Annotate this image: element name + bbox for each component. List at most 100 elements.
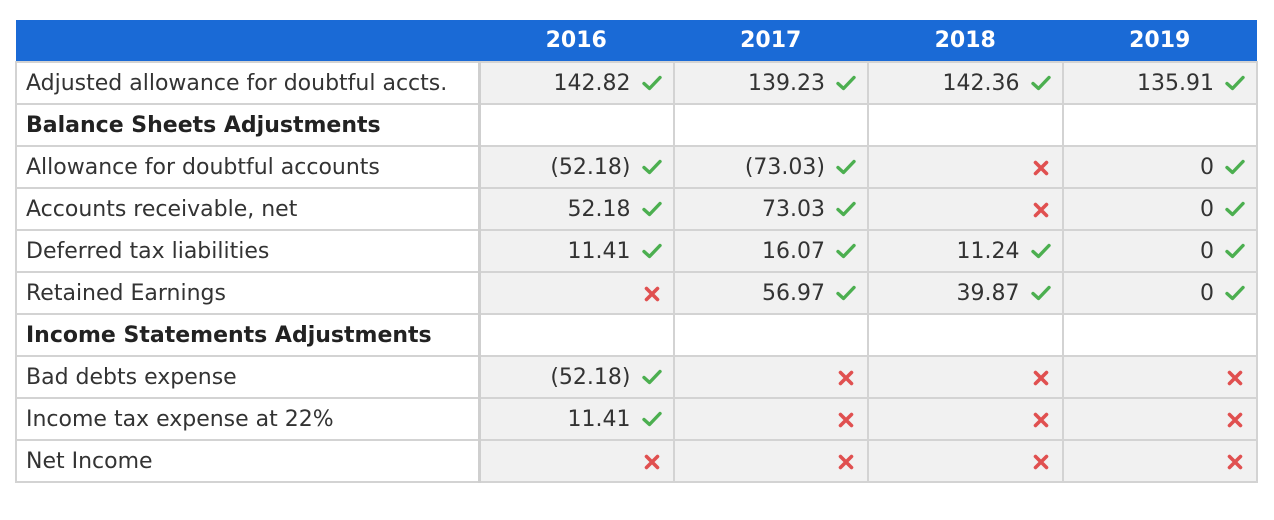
value-cell-2017[interactable] bbox=[672, 397, 869, 441]
value-cell-2019[interactable] bbox=[1061, 313, 1258, 357]
value-cell-2016[interactable] bbox=[478, 439, 675, 483]
check-icon bbox=[1224, 285, 1246, 301]
section-header-row: Balance Sheets Adjustments bbox=[15, 103, 1258, 147]
cell-value: (52.18) bbox=[550, 364, 631, 390]
row-label: Retained Earnings bbox=[15, 271, 481, 315]
cell-value: 0 bbox=[1200, 196, 1214, 222]
cross-icon bbox=[1030, 202, 1052, 218]
cell-value: 0 bbox=[1200, 154, 1214, 180]
row-label: Net Income bbox=[15, 439, 481, 483]
cross-icon bbox=[835, 412, 857, 428]
check-icon bbox=[1030, 285, 1052, 301]
value-cell-2018[interactable] bbox=[867, 397, 1064, 441]
table-body: Adjusted allowance for doubtful accts. 14… bbox=[15, 61, 1258, 483]
value-cell-2017[interactable] bbox=[672, 439, 869, 483]
value-cell-2018[interactable]: 11.24 bbox=[867, 229, 1064, 273]
check-icon bbox=[1030, 243, 1052, 259]
check-icon bbox=[835, 243, 857, 259]
value-cell-2018[interactable] bbox=[867, 187, 1064, 231]
value-cell-2018[interactable] bbox=[867, 355, 1064, 399]
value-cell-2018[interactable]: 142.36 bbox=[867, 61, 1064, 105]
cell-value: 139.23 bbox=[748, 70, 825, 96]
cross-icon bbox=[1030, 454, 1052, 470]
value-cell-2018[interactable]: 39.87 bbox=[867, 271, 1064, 315]
value-cell-2019[interactable]: 0 bbox=[1061, 187, 1258, 231]
row-label: Bad debts expense bbox=[15, 355, 481, 399]
value-cell-2016[interactable]: (52.18) bbox=[478, 355, 675, 399]
section-title: Income Statements Adjustments bbox=[15, 313, 481, 357]
value-cell-2018[interactable] bbox=[867, 103, 1064, 147]
check-icon bbox=[835, 201, 857, 217]
value-cell-2019[interactable]: 0 bbox=[1061, 271, 1258, 315]
cell-value: 11.41 bbox=[567, 406, 631, 432]
cross-icon bbox=[1030, 370, 1052, 386]
cell-value: 135.91 bbox=[1137, 70, 1214, 96]
table-row: Retained Earnings 56.97 39.87 0 bbox=[15, 271, 1258, 315]
value-cell-2016[interactable] bbox=[478, 103, 675, 147]
value-cell-2017[interactable]: (73.03) bbox=[672, 145, 869, 189]
table-row: Bad debts expense (52.18) bbox=[15, 355, 1258, 399]
value-cell-2017[interactable]: 16.07 bbox=[672, 229, 869, 273]
cell-value: 142.36 bbox=[942, 70, 1020, 96]
section-title: Balance Sheets Adjustments bbox=[15, 103, 481, 147]
check-icon bbox=[641, 243, 663, 259]
value-cell-2016[interactable] bbox=[478, 313, 675, 357]
check-icon bbox=[641, 411, 663, 427]
value-cell-2019[interactable]: 135.91 bbox=[1061, 61, 1258, 105]
value-cell-2018[interactable] bbox=[867, 313, 1064, 357]
value-cell-2017[interactable]: 73.03 bbox=[672, 187, 869, 231]
value-cell-2016[interactable]: 11.41 bbox=[478, 397, 675, 441]
check-icon bbox=[835, 285, 857, 301]
value-cell-2019[interactable] bbox=[1061, 355, 1258, 399]
value-cell-2016[interactable]: (52.18) bbox=[478, 145, 675, 189]
cross-icon bbox=[641, 286, 663, 302]
value-cell-2019[interactable]: 0 bbox=[1061, 229, 1258, 273]
value-cell-2019[interactable]: 0 bbox=[1061, 145, 1258, 189]
row-label: Deferred tax liabilities bbox=[15, 229, 481, 273]
table-row: Allowance for doubtful accounts (52.18) (7… bbox=[15, 145, 1258, 189]
cross-icon bbox=[1030, 412, 1052, 428]
value-cell-2016[interactable]: 142.82 bbox=[478, 61, 675, 105]
value-cell-2016[interactable] bbox=[478, 271, 675, 315]
table-row: Net Income bbox=[15, 439, 1258, 483]
value-cell-2019[interactable] bbox=[1061, 103, 1258, 147]
value-cell-2019[interactable] bbox=[1061, 439, 1258, 483]
table-header: 2016 2017 2018 2019 bbox=[16, 20, 1257, 62]
table-row: Deferred tax liabilities 11.41 16.07 11.24 0 bbox=[15, 229, 1258, 273]
value-cell-2019[interactable] bbox=[1061, 397, 1258, 441]
cell-value: 0 bbox=[1200, 238, 1214, 264]
table-row: Accounts receivable, net 52.18 73.03 0 bbox=[15, 187, 1258, 231]
header-year-2019: 2019 bbox=[1062, 20, 1257, 62]
table-row: Income tax expense at 22% 11.41 bbox=[15, 397, 1258, 441]
header-year-2016: 2016 bbox=[479, 20, 674, 62]
header-row: 2016 2017 2018 2019 bbox=[16, 20, 1257, 62]
cell-value: 39.87 bbox=[956, 280, 1020, 306]
value-cell-2017[interactable]: 56.97 bbox=[672, 271, 869, 315]
cell-value: 0 bbox=[1200, 280, 1214, 306]
check-icon bbox=[641, 75, 663, 91]
cell-value: 73.03 bbox=[762, 196, 825, 222]
cell-value: 16.07 bbox=[762, 238, 825, 264]
value-cell-2017[interactable] bbox=[672, 313, 869, 357]
section-header-row: Income Statements Adjustments bbox=[15, 313, 1258, 357]
value-cell-2017[interactable] bbox=[672, 355, 869, 399]
value-cell-2017[interactable] bbox=[672, 103, 869, 147]
row-label: Income tax expense at 22% bbox=[15, 397, 481, 441]
cross-icon bbox=[835, 454, 857, 470]
check-icon bbox=[1224, 75, 1246, 91]
cell-value: 52.18 bbox=[567, 196, 631, 222]
check-icon bbox=[835, 75, 857, 91]
value-cell-2016[interactable]: 52.18 bbox=[478, 187, 675, 231]
adjustments-table: 2016 2017 2018 2019 Adjusted allowance f… bbox=[15, 20, 1258, 483]
value-cell-2018[interactable] bbox=[867, 439, 1064, 483]
row-label: Allowance for doubtful accounts bbox=[15, 145, 481, 189]
row-label: Accounts receivable, net bbox=[15, 187, 481, 231]
value-cell-2017[interactable]: 139.23 bbox=[672, 61, 869, 105]
value-cell-2018[interactable] bbox=[867, 145, 1064, 189]
check-icon bbox=[835, 159, 857, 175]
cross-icon bbox=[835, 370, 857, 386]
value-cell-2016[interactable]: 11.41 bbox=[478, 229, 675, 273]
cross-icon bbox=[1224, 454, 1246, 470]
cross-icon bbox=[1224, 412, 1246, 428]
cross-icon bbox=[1224, 370, 1246, 386]
